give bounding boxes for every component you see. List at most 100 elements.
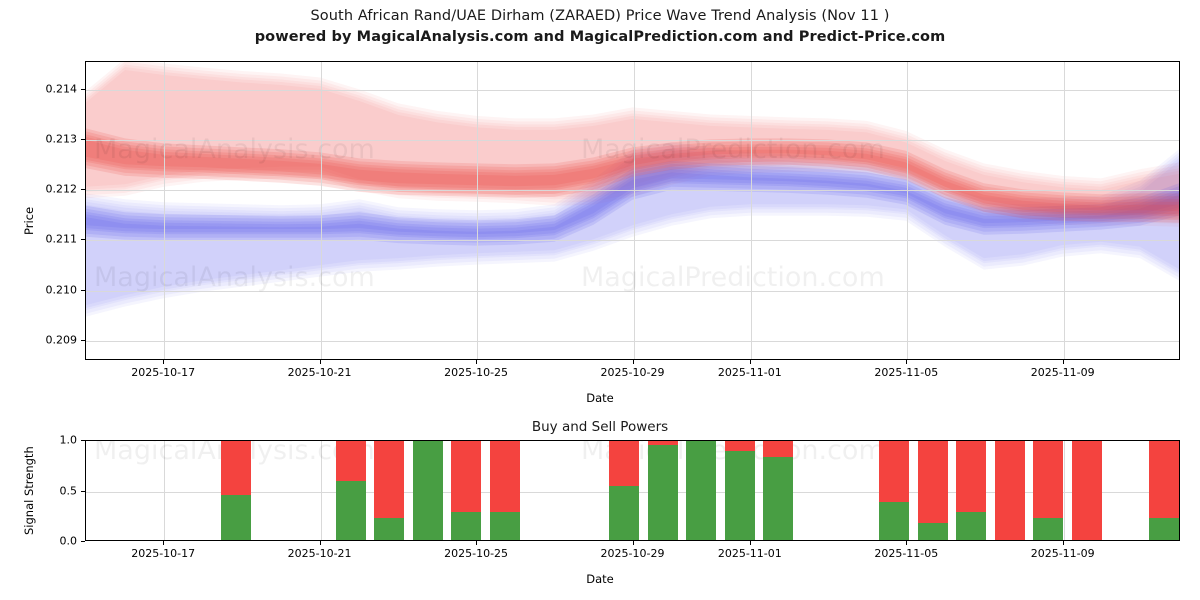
red-outer-band-layer-2: [86, 64, 1179, 221]
buy-power-segment: [221, 495, 251, 540]
signal-bar: [1149, 441, 1179, 540]
sig-x-tick-label-6: 2025-11-09: [1030, 547, 1095, 560]
blue-outer-band-layer-1: [86, 145, 1179, 309]
buy-power-segment: [763, 456, 793, 540]
sig-x-tick-label-5: 2025-11-05: [874, 547, 939, 560]
chart-title-line1: South African Rand/UAE Dirham (ZARAED) P…: [310, 8, 890, 24]
x-tick-6: [1062, 360, 1064, 364]
buy-power-segment: [1149, 518, 1179, 540]
sig-gridline-v-6: [1063, 441, 1065, 540]
gridline-h-0: [86, 340, 1179, 342]
sig-x-tick-0: [163, 541, 165, 545]
buy-power-segment: [413, 441, 443, 540]
sell-power-segment: [956, 441, 986, 513]
gridline-h-3: [86, 190, 1179, 192]
sig-y-tick-label-0: 0.0: [59, 534, 78, 548]
sig-y-tick-1: [81, 490, 85, 492]
buy-power-segment: [490, 512, 520, 540]
sig-x-tick-6: [1062, 541, 1064, 545]
x-tick-0: [163, 360, 165, 364]
signal-chart-title: Buy and Sell Powers: [531, 419, 669, 435]
red-core-band-layer-2: [86, 134, 1179, 217]
sell-power-segment: [1149, 441, 1179, 519]
signal-bar: [1072, 441, 1102, 540]
y-tick-1: [81, 289, 85, 291]
sig-y-tick-label-2: 1.0: [59, 433, 78, 447]
y-tick-label-0: 0.209: [45, 333, 78, 347]
sig-x-tick-4: [749, 541, 751, 545]
x-tick-label-2: 2025-10-25: [444, 366, 509, 379]
gridline-h-1: [86, 290, 1179, 292]
x-tick-label-0: 2025-10-17: [131, 366, 196, 379]
sell-power-segment: [1072, 441, 1102, 540]
blue-core-band-layer-2: [86, 166, 1179, 240]
red-outer-band-layer-4: [86, 69, 1179, 227]
x-tick-5: [906, 360, 908, 364]
x-tick-2: [476, 360, 478, 364]
sell-power-segment: [221, 441, 251, 496]
buy-power-segment: [451, 512, 481, 540]
sig-gridline-v-1: [320, 441, 322, 540]
price-band-svg: [86, 62, 1179, 317]
buy-power-segment: [648, 444, 678, 540]
x-tick-label-1: 2025-10-21: [287, 366, 352, 379]
signal-bar: [686, 441, 716, 540]
sell-power-segment: [374, 441, 404, 519]
y-tick-label-4: 0.213: [45, 132, 78, 146]
sig-x-tick-label-1: 2025-10-21: [287, 547, 352, 560]
red-outer-band-layer-3: [86, 66, 1179, 224]
gridline-v-3: [633, 62, 635, 359]
sig-x-tick-3: [632, 541, 634, 545]
signal-bar: [490, 441, 520, 540]
blue-core-band-layer-3: [86, 169, 1179, 243]
x-tick-3: [632, 360, 634, 364]
buy-power-segment: [918, 523, 948, 540]
sig-gridline-v-0: [164, 441, 166, 540]
red-core-band-layer-1: [86, 131, 1179, 215]
price-axis-label: Price: [22, 206, 36, 235]
blue-core-band-layer-0: [86, 160, 1179, 235]
gridline-v-2: [477, 62, 479, 359]
price-wave-plot: MagicalAnalysis.com MagicalPrediction.com…: [85, 61, 1180, 360]
signal-bar: [1033, 441, 1063, 540]
gridline-v-0: [164, 62, 166, 359]
signal-bar: [918, 441, 948, 540]
sig-x-tick-label-2: 2025-10-25: [444, 547, 509, 560]
buy-power-segment: [686, 441, 716, 540]
sell-power-segment: [609, 441, 639, 486]
chart-title-line2: powered by MagicalAnalysis.com and Magic…: [254, 29, 946, 45]
buy-power-segment: [725, 450, 755, 540]
signal-bar: [374, 441, 404, 540]
blue-outer-band-layer-4: [86, 153, 1179, 317]
red-core-band-layer-3: [86, 136, 1179, 220]
blue-core-band-layer-4: [86, 172, 1179, 246]
gridline-v-4: [750, 62, 752, 359]
signal-bar: [336, 441, 366, 540]
buy-power-segment: [336, 480, 366, 540]
y-tick-label-1: 0.210: [45, 283, 78, 297]
y-tick-3: [81, 189, 85, 191]
x-tick-label-5: 2025-11-05: [874, 366, 939, 379]
red-core-band-layer-4: [86, 139, 1179, 223]
y-tick-2: [81, 239, 85, 241]
blue-outer-band-layer-2: [86, 148, 1179, 311]
sell-power-segment: [879, 441, 909, 503]
sig-x-tick-label-4: 2025-11-01: [717, 547, 782, 560]
signal-bar: [648, 441, 678, 540]
x-tick-label-4: 2025-11-01: [717, 366, 782, 379]
sell-power-segment: [1033, 441, 1063, 519]
y-tick-label-2: 0.211: [45, 232, 78, 246]
sell-power-segment: [336, 441, 366, 481]
blue-core-band-layer-1: [86, 163, 1179, 238]
gridline-v-1: [320, 62, 322, 359]
signal-date-axis-label: Date: [586, 572, 614, 586]
gridline-h-4: [86, 139, 1179, 141]
sell-power-segment: [490, 441, 520, 513]
y-tick-0: [81, 339, 85, 341]
gridline-v-5: [907, 62, 909, 359]
signal-bar: [879, 441, 909, 540]
sell-power-segment: [918, 441, 948, 524]
x-tick-1: [319, 360, 321, 364]
gridline-v-6: [1063, 62, 1065, 359]
